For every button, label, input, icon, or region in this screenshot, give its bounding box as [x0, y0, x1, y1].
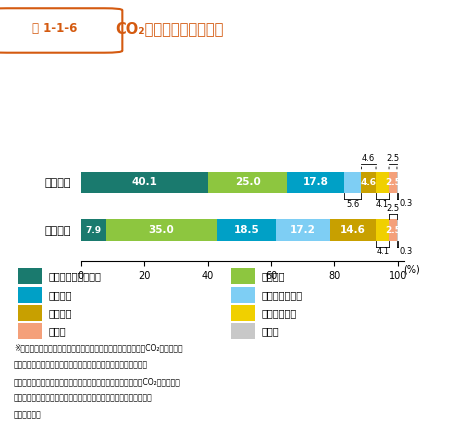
Text: 25.0: 25.0 — [235, 178, 261, 187]
Text: 4.6: 4.6 — [361, 178, 377, 187]
Text: 工業プロセス: 工業プロセス — [261, 308, 297, 318]
Text: 産業部門: 産業部門 — [261, 271, 285, 281]
Text: 17.8: 17.8 — [303, 178, 328, 187]
Text: 14.6: 14.6 — [340, 225, 366, 235]
Text: その他: その他 — [261, 327, 279, 336]
Bar — [18, 305, 42, 321]
Text: 業務その他部門: 業務その他部門 — [261, 290, 303, 300]
Bar — [18, 287, 42, 303]
Text: 2.5: 2.5 — [386, 154, 400, 163]
Text: 4.6: 4.6 — [362, 154, 375, 163]
Text: CO₂排出量の部門別内訳: CO₂排出量の部門別内訳 — [116, 21, 224, 36]
Text: 0.3: 0.3 — [400, 247, 413, 256]
Bar — [231, 287, 255, 303]
Text: 資料：環境省: 資料：環境省 — [14, 410, 42, 420]
Bar — [231, 305, 255, 321]
Text: その消費量に応じて各部門に配分した値（電気・熱配分後）: その消費量に応じて各部門に配分した値（電気・熱配分後） — [14, 394, 152, 403]
Text: (%): (%) — [403, 264, 419, 274]
Bar — [389, 172, 397, 193]
Bar — [287, 172, 344, 193]
Bar — [81, 219, 106, 241]
Text: 図 1-1-6: 図 1-1-6 — [32, 22, 77, 35]
Text: 5.6: 5.6 — [346, 200, 359, 209]
Text: 2.5: 2.5 — [385, 178, 401, 187]
Text: その生産者側の排出として計上した値（電気・熱配分前）: その生産者側の排出として計上した値（電気・熱配分前） — [14, 360, 148, 369]
FancyBboxPatch shape — [0, 8, 122, 53]
Bar — [344, 172, 361, 193]
Bar — [389, 219, 397, 241]
Bar — [18, 323, 42, 340]
Bar — [231, 268, 255, 285]
Text: 2.5: 2.5 — [385, 226, 401, 234]
Bar — [18, 268, 42, 285]
Bar — [397, 172, 398, 193]
Bar — [377, 219, 389, 241]
Text: 17.2: 17.2 — [290, 225, 316, 235]
Text: 4.1: 4.1 — [376, 248, 389, 256]
Text: 運輸部門: 運輸部門 — [49, 290, 72, 300]
Bar — [330, 219, 377, 241]
Text: 家庭部門: 家庭部門 — [49, 308, 72, 318]
Text: 40.1: 40.1 — [132, 178, 158, 187]
Text: 廃棄物: 廃棄物 — [49, 327, 66, 336]
Text: 2.5: 2.5 — [387, 204, 400, 213]
Bar — [376, 172, 389, 193]
Text: 4.1: 4.1 — [376, 200, 389, 209]
Bar — [106, 219, 217, 241]
Text: 0.3: 0.3 — [400, 200, 413, 208]
Bar — [275, 219, 330, 241]
Bar — [231, 323, 255, 340]
Bar — [397, 219, 398, 241]
Text: 35.0: 35.0 — [148, 225, 174, 235]
Text: 7.9: 7.9 — [85, 226, 102, 234]
Bar — [217, 219, 275, 241]
Text: 18.5: 18.5 — [233, 225, 259, 235]
Text: エネルギー转換部門: エネルギー转換部門 — [49, 271, 102, 281]
Text: ２：間接排出とは、発電及び熱発生に伴うエネルギー起源CO₂排出量を、: ２：間接排出とは、発電及び熱発生に伴うエネルギー起源CO₂排出量を、 — [14, 377, 181, 386]
Text: ※注１：直接排出とは、発電及び熱発生に伴うエネルギー起源CO₂排出量を、: ※注１：直接排出とは、発電及び熱発生に伴うエネルギー起源CO₂排出量を、 — [14, 344, 182, 352]
Bar — [361, 172, 376, 193]
Bar — [208, 172, 287, 193]
Bar — [81, 172, 208, 193]
